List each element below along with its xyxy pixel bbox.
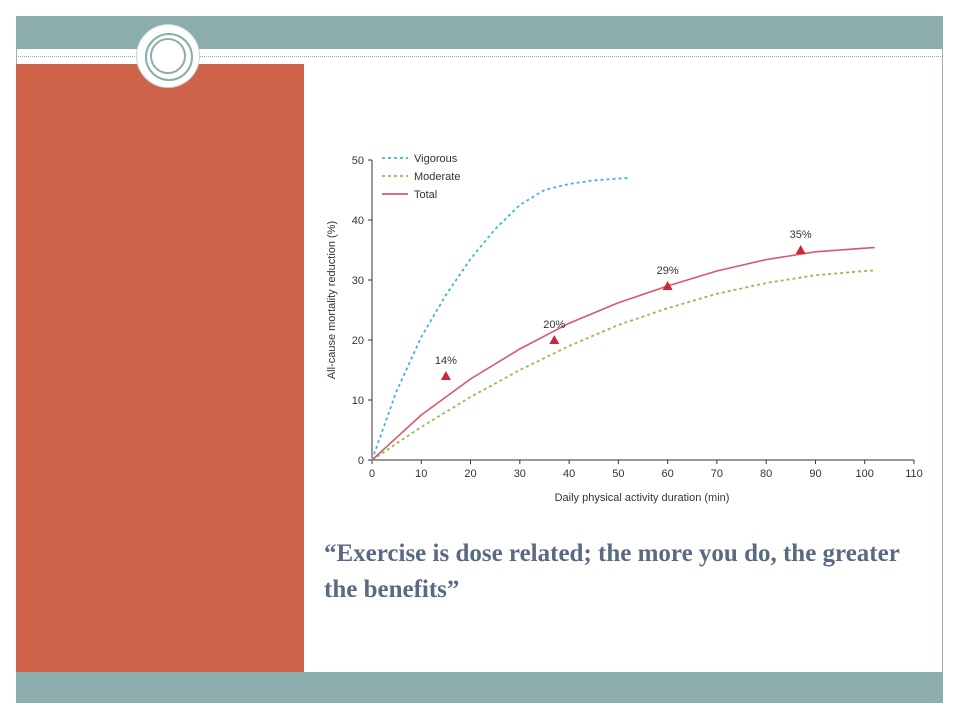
x-tick-label: 60: [662, 468, 674, 480]
marker-triangle: [662, 281, 673, 290]
y-tick-label: 0: [358, 455, 364, 467]
mortality-chart: 0 10 20 30 40 50 60 70 80 90 100 110 0 10 20 30 40 50 14%…: [320, 140, 940, 510]
dotted-divider: [16, 56, 943, 57]
x-tick-label: 10: [415, 468, 427, 480]
x-tick-label: 80: [760, 468, 772, 480]
x-tick-label: 30: [514, 468, 526, 480]
chart-series: [371, 177, 875, 461]
chart-legend: Vigorous Moderate Total: [382, 153, 460, 201]
x-tick-label: 90: [809, 468, 821, 480]
marker-triangle: [795, 245, 806, 254]
series-line-vigorous: [371, 177, 629, 461]
y-tick-label: 20: [352, 335, 364, 347]
slide-caption: “Exercise is dose related; the more you …: [324, 540, 900, 603]
x-tick-label: 110: [905, 468, 923, 480]
bottom-accent-band: [16, 672, 943, 703]
y-tick-label: 10: [352, 395, 364, 407]
x-tick-label: 40: [563, 468, 575, 480]
y-tick-label: 40: [352, 215, 364, 227]
circle-emblem-icon: [137, 25, 199, 87]
x-tick-label: 70: [711, 468, 723, 480]
legend-label-total: Total: [414, 189, 437, 201]
x-tick-label: 100: [856, 468, 874, 480]
x-tick-label: 20: [464, 468, 476, 480]
x-axis-label: Daily physical activity duration (min): [555, 492, 730, 504]
x-tick-label: 0: [369, 468, 375, 480]
marker-triangle: [549, 335, 560, 344]
y-tick-label: 30: [352, 275, 364, 287]
series-line-total: [371, 246, 875, 461]
emblem-inner-ring: [150, 38, 186, 74]
y-axis-label: All-cause mortality reduction (%): [326, 221, 338, 379]
side-color-panel: [16, 64, 304, 672]
marker-label: 14%: [435, 355, 457, 367]
marker-triangle: [440, 371, 451, 380]
chart-axes: 0 10 20 30 40 50 60 70 80 90 100 110 0 10 20 30 40 50: [352, 155, 923, 480]
chart-markers: 14% 20% 29% 35%: [435, 229, 812, 380]
x-tick-label: 50: [612, 468, 624, 480]
chart-svg: 0 10 20 30 40 50 60 70 80 90 100 110 0 10 20 30 40 50 14%…: [326, 153, 923, 504]
series-line-moderate: [371, 269, 875, 461]
marker-label: 35%: [790, 229, 812, 241]
marker-label: 29%: [657, 265, 679, 277]
marker-label: 20%: [543, 319, 565, 331]
y-tick-label: 50: [352, 155, 364, 167]
legend-label-vigorous: Vigorous: [414, 153, 458, 165]
legend-label-moderate: Moderate: [414, 171, 460, 183]
emblem-outer-ring: [145, 33, 193, 81]
